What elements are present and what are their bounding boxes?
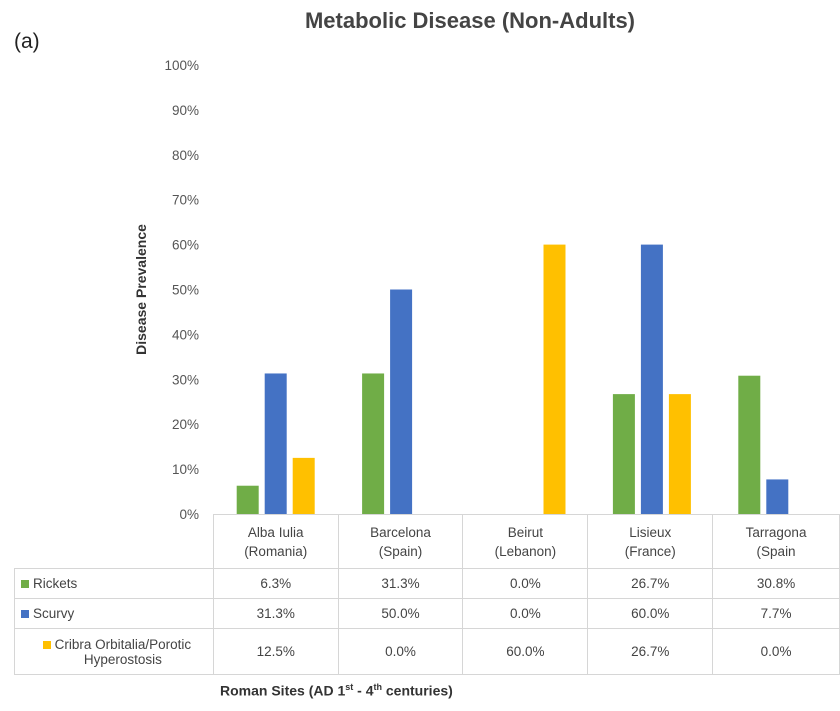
data-table: Alba Iulia (Romania) Barcelona (Spain) Bei… (14, 514, 840, 675)
legend-scurvy: Scurvy (14, 598, 214, 629)
cribra-swatch (42, 640, 51, 649)
data-cell: 0.0% (462, 568, 589, 599)
y-tick-label: 60% (172, 238, 199, 253)
x-axis-title: Roman Sites (AD 1st - 4th centuries) (220, 682, 453, 699)
y-tick-label: 90% (172, 103, 199, 118)
table-row-scurvy: Scurvy 31.3% 50.0% 0.0% 60.0% 7.7% (14, 598, 840, 629)
y-tick-label: 100% (164, 58, 199, 73)
category-label-2: Beirut (Lebanon) (462, 514, 589, 569)
data-cell: 60.0% (462, 628, 589, 675)
data-cell: 12.5% (212, 628, 339, 675)
data-cell: 26.7% (587, 568, 714, 599)
table-row-rickets: Rickets 6.3% 31.3% 0.0% 26.7% 30.8% (14, 568, 840, 599)
bar-rickets (612, 394, 635, 514)
data-cell: 0.0% (337, 628, 464, 675)
data-cell: 60.0% (587, 598, 714, 629)
y-tick-label: 30% (172, 372, 199, 387)
category-label-4: Tarragona (Spain (712, 514, 840, 569)
y-tick-label: 20% (172, 417, 199, 432)
bar-scurvy (390, 289, 413, 514)
y-axis-title: Disease Prevalence (133, 224, 149, 355)
bar-scurvy (766, 479, 789, 514)
chart-title: Metabolic Disease (Non-Adults) (304, 8, 636, 33)
bar-cribra (292, 457, 315, 514)
table-corner (14, 514, 214, 569)
data-cell: 0.0% (712, 628, 840, 675)
bar-rickets (236, 485, 259, 514)
table-row-cribra: Cribra Orbitalia/Porotic Hyperostosis 12.… (14, 628, 840, 675)
legend-cribra-orbitalia: Cribra Orbitalia/Porotic Hyperostosis (14, 628, 214, 675)
bar-scurvy (264, 373, 287, 514)
data-cell: 6.3% (212, 568, 339, 599)
y-tick-label: 70% (172, 193, 199, 208)
y-tick-label: 10% (172, 462, 199, 477)
category-label-1: Barcelona (Spain) (337, 514, 464, 569)
y-tick-label: 50% (172, 283, 199, 298)
rickets-swatch (21, 579, 29, 588)
category-label-0: Alba Iulia (Romania) (212, 514, 339, 569)
scurvy-swatch (21, 609, 29, 618)
data-cell: 30.8% (712, 568, 840, 599)
legend-rickets: Rickets (14, 568, 214, 599)
category-header-row: Alba Iulia (Romania) Barcelona (Spain) Bei… (14, 514, 840, 569)
y-tick-label: 40% (172, 327, 199, 342)
data-cell: 0.0% (462, 598, 589, 629)
bar-rickets (738, 375, 761, 514)
bar-rickets (362, 373, 385, 514)
bar-cribra (668, 394, 691, 514)
bar-scurvy (640, 244, 663, 514)
data-cell: 50.0% (337, 598, 464, 629)
data-cell: 26.7% (587, 628, 714, 675)
data-cell: 7.7% (712, 598, 840, 629)
y-tick-label: 80% (172, 148, 199, 163)
category-label-3: Lisieux (France) (587, 514, 714, 569)
data-cell: 31.3% (337, 568, 464, 599)
panel-label: (a) (14, 30, 40, 53)
data-cell: 31.3% (212, 598, 339, 629)
bar-cribra (543, 244, 566, 514)
